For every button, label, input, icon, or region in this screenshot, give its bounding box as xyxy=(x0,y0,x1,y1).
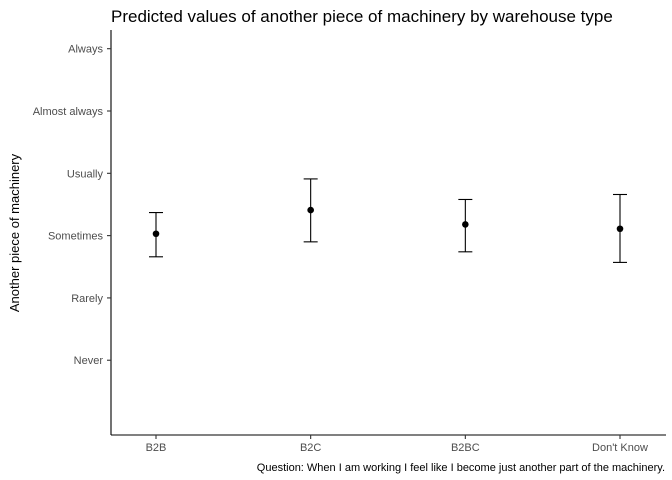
y-tick-label: Sometimes xyxy=(48,231,104,243)
data-point xyxy=(307,206,314,214)
chart-title: Predicted values of another piece of mac… xyxy=(111,7,613,26)
y-tick-label: Always xyxy=(68,44,103,56)
plot-area xyxy=(110,30,666,436)
y-axis-label: Another piece of machinery xyxy=(7,153,22,312)
y-tick-label: Rarely xyxy=(71,293,103,305)
x-tick-label: B2BC xyxy=(451,442,480,454)
y-tick-label: Almost always xyxy=(33,106,104,118)
x-tick-label: B2C xyxy=(300,442,321,454)
data-point xyxy=(462,221,469,228)
x-axis-ticks: B2B B2C B2BC Don't Know xyxy=(146,435,648,454)
data-marks xyxy=(149,178,627,263)
chart-caption: Question: When I am working I feel like … xyxy=(257,462,665,474)
y-axis-ticks: Never Rarely Sometimes Usually Almost always… xyxy=(33,44,111,367)
x-tick-label: Don't Know xyxy=(592,442,648,454)
y-tick-label: Never xyxy=(74,355,104,367)
x-tick-label: B2B xyxy=(146,442,167,454)
data-point xyxy=(616,225,624,233)
y-tick-label: Usually xyxy=(67,168,104,180)
data-point xyxy=(152,230,160,238)
